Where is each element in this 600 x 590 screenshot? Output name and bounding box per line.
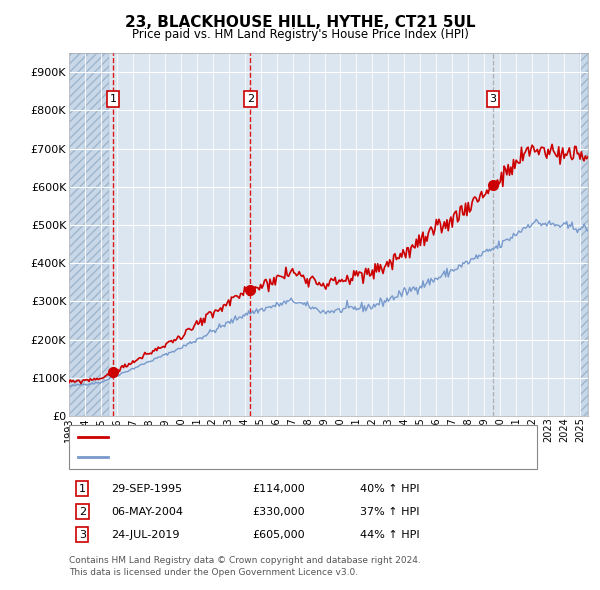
Text: 2: 2 (247, 94, 254, 104)
Bar (69, 53, 109, 416)
Text: £114,000: £114,000 (252, 484, 305, 493)
Text: This data is licensed under the Open Government Licence v3.0.: This data is licensed under the Open Gov… (69, 568, 358, 577)
Text: 40% ↑ HPI: 40% ↑ HPI (360, 484, 419, 493)
Text: Contains HM Land Registry data © Crown copyright and database right 2024.: Contains HM Land Registry data © Crown c… (69, 556, 421, 565)
Text: 37% ↑ HPI: 37% ↑ HPI (360, 507, 419, 516)
Text: 1: 1 (79, 484, 86, 493)
Text: 23, BLACKHOUSE HILL, HYTHE, CT21 5UL (detached house): 23, BLACKHOUSE HILL, HYTHE, CT21 5UL (de… (112, 432, 421, 442)
Text: 24-JUL-2019: 24-JUL-2019 (111, 530, 179, 539)
Text: 44% ↑ HPI: 44% ↑ HPI (360, 530, 419, 539)
Text: £605,000: £605,000 (252, 530, 305, 539)
Text: 29-SEP-1995: 29-SEP-1995 (111, 484, 182, 493)
Text: HPI: Average price, detached house, Folkestone and Hythe: HPI: Average price, detached house, Folk… (112, 452, 418, 461)
Text: Price paid vs. HM Land Registry's House Price Index (HPI): Price paid vs. HM Land Registry's House … (131, 28, 469, 41)
Text: 3: 3 (490, 94, 497, 104)
Text: 2: 2 (79, 507, 86, 516)
Text: £330,000: £330,000 (252, 507, 305, 516)
Text: 23, BLACKHOUSE HILL, HYTHE, CT21 5UL: 23, BLACKHOUSE HILL, HYTHE, CT21 5UL (125, 15, 475, 30)
Bar (580, 53, 588, 416)
Text: 1: 1 (109, 94, 116, 104)
Text: 3: 3 (79, 530, 86, 539)
Text: 06-MAY-2004: 06-MAY-2004 (111, 507, 183, 516)
